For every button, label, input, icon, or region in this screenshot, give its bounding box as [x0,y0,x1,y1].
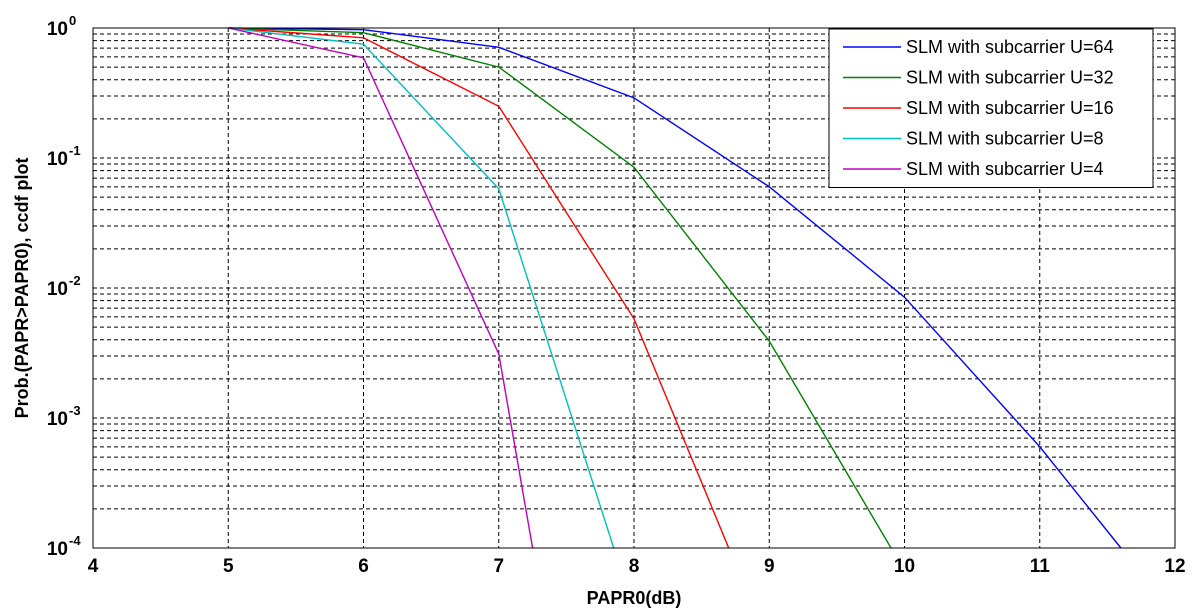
legend-label-3: SLM with subcarrier U=16 [906,98,1114,118]
legend-label-1: SLM with subcarrier U=64 [906,37,1114,57]
y-axis-label: Prob.(PAPR>PAPR0), ccdf plot [12,158,32,419]
x-tick-label: 4 [88,556,99,577]
x-tick-label: 6 [358,556,369,577]
legend-label-4: SLM with subcarrier U=8 [906,129,1104,149]
x-tick-label: 12 [1164,556,1185,577]
y-tick-label: 10 [47,409,68,430]
y-tick-exponent: -4 [69,533,81,548]
x-tick-label: 10 [894,556,915,577]
series-line-3 [228,27,730,549]
y-tick-exponent: -2 [69,273,81,288]
y-tick-exponent: -3 [69,403,81,418]
grid [93,28,1175,548]
plot-frame [92,27,1176,549]
x-axis-label: PAPR0(dB) [587,588,682,608]
series-line-1 [228,27,1122,549]
series-line-2 [228,27,892,549]
x-tick-label: 5 [223,556,234,577]
y-tick-label: 10 [47,149,68,170]
legend: SLM with subcarrier U=64 SLM with subcarr… [828,28,1154,188]
x-tick-label: 11 [1030,556,1051,577]
series-line-4 [228,27,615,549]
y-tick-exponent: 0 [69,13,76,28]
legend-label-5: SLM with subcarrier U=4 [906,159,1104,179]
y-tick-label: 10 [47,539,68,560]
y-tick-label: 10 [47,279,68,300]
legend-label-2: SLM with subcarrier U=32 [906,68,1114,88]
x-tick-label: 9 [764,556,775,577]
series-group [228,27,1122,549]
y-tick-label: 10 [47,19,68,40]
x-tick-label: 7 [493,556,504,577]
y-tick-exponent: -1 [69,143,81,158]
x-tick-label: 8 [629,556,640,577]
series-line-5 [228,27,534,549]
